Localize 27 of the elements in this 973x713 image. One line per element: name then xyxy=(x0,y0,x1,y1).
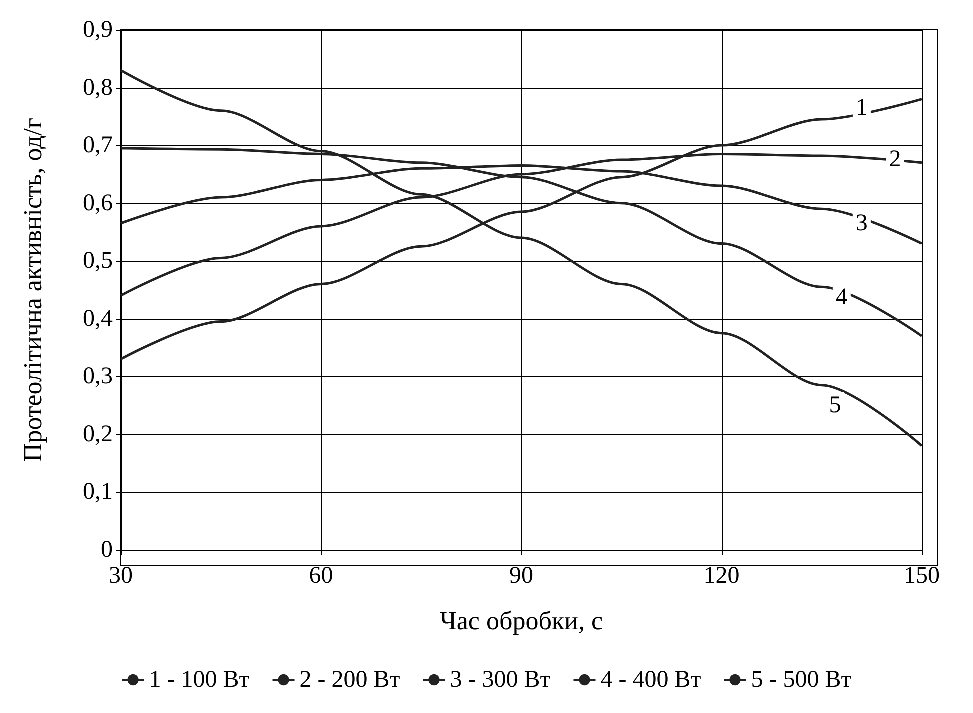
annotation: 2 xyxy=(889,146,902,172)
y-axis-title: Протеолітична активність, од/г xyxy=(18,118,48,462)
annotation: 3 xyxy=(856,210,868,237)
y-tick-label: 0,7 xyxy=(83,132,113,159)
y-tick-label: 0,6 xyxy=(83,190,113,216)
legend-label: 3 - 300 Вт xyxy=(450,667,552,693)
y-tick-label: 0,2 xyxy=(83,421,113,448)
legend-label: 2 - 200 Вт xyxy=(300,667,401,693)
x-tick-label: 120 xyxy=(704,563,740,589)
y-tick-label: 0,9 xyxy=(83,17,113,43)
x-tick-label: 30 xyxy=(109,563,133,589)
y-tick-label: 0,5 xyxy=(83,248,113,274)
y-tick-label: 0,8 xyxy=(83,74,113,101)
legend-label: 5 - 500 Вт xyxy=(751,667,852,693)
annotation: 4 xyxy=(836,284,848,311)
x-tick-label: 90 xyxy=(510,563,534,589)
y-tick-label: 0,1 xyxy=(83,479,113,506)
y-tick-label: 0,4 xyxy=(83,306,113,332)
x-axis-title: Час обробки, с xyxy=(440,606,604,636)
annotation: 5 xyxy=(829,392,842,419)
x-tick-label: 150 xyxy=(904,563,940,589)
x-tick-label: 60 xyxy=(309,563,334,589)
legend-label: 1 - 100 Вт xyxy=(149,667,250,693)
y-tick-label: 0 xyxy=(101,537,113,563)
y-tick-label: 0,3 xyxy=(83,364,113,390)
legend-label: 4 - 400 Вт xyxy=(600,667,702,693)
annotation: 1 xyxy=(856,95,868,121)
